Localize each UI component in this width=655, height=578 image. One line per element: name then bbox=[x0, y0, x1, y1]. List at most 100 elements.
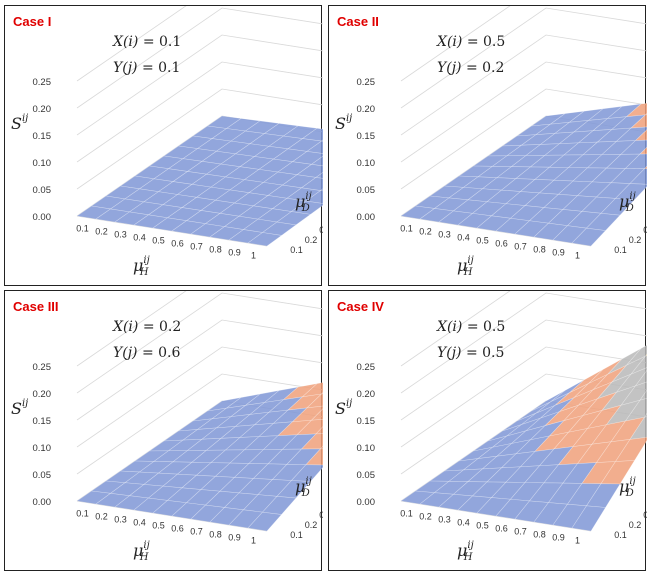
x-tick-label: 0.1 bbox=[400, 224, 413, 234]
panel-case-4: 0.00 0.05 0.10 0.15 0.20 0.25 0.1 0.2 0.3 0.4 0.5 0… bbox=[328, 290, 647, 571]
z-tick-label: 0.20 bbox=[357, 389, 376, 400]
param-y-symbol: Y(j) bbox=[113, 345, 138, 361]
surface-cell bbox=[639, 146, 647, 155]
y-ticks: 0.10.20.30.40.50.60.70.80.91 bbox=[290, 225, 323, 255]
x-axis-symbol: μ bbox=[457, 541, 468, 560]
grid-line bbox=[400, 34, 647, 136]
y-axis-superscript: ij bbox=[305, 476, 312, 487]
x-tick-label: 0.3 bbox=[114, 230, 127, 240]
param-x-value: = 0.5 bbox=[462, 319, 506, 335]
grid-line bbox=[400, 346, 647, 448]
surface-cell bbox=[630, 355, 647, 375]
x-tick-label: 0.9 bbox=[228, 248, 241, 258]
param-x-symbol: X(i) bbox=[437, 319, 463, 335]
surface-cell bbox=[614, 183, 647, 201]
param-y: Y(j) = 0.2 bbox=[437, 60, 504, 76]
surface-cell bbox=[634, 129, 647, 141]
x-tick-label: 1 bbox=[575, 536, 580, 546]
grid-line bbox=[400, 88, 647, 190]
y-axis-symbol: μ bbox=[619, 192, 630, 211]
grid-line bbox=[76, 319, 323, 421]
x-tick-label: 0.3 bbox=[114, 515, 127, 525]
x-tick-label: 0.4 bbox=[133, 518, 146, 528]
z-tick-label: 0.05 bbox=[357, 185, 376, 196]
param-x: X(i) = 0.5 bbox=[437, 319, 505, 335]
grid-line bbox=[400, 6, 511, 82]
x-ticks: 0.1 0.2 0.3 0.4 0.5 0.6 0.7 0.8 0.9 1 bbox=[400, 509, 580, 546]
z-axis-superscript: ij bbox=[345, 398, 353, 409]
grid-line bbox=[76, 292, 323, 394]
surface-cell bbox=[315, 172, 323, 179]
surface-cell bbox=[315, 426, 323, 435]
y-tick-label: 0.1 bbox=[290, 245, 303, 255]
x-tick-label: 0.5 bbox=[476, 236, 489, 246]
z-tick-label: 0.05 bbox=[33, 185, 52, 196]
surface-cell bbox=[643, 412, 647, 418]
z-tick-label: 0.25 bbox=[357, 362, 376, 373]
y-axis-label: μijD bbox=[295, 476, 312, 499]
y-axis-superscript: ij bbox=[629, 191, 636, 202]
x-tick-label: 0.5 bbox=[152, 236, 165, 246]
x-tick-label: 0.8 bbox=[533, 530, 546, 540]
param-y-value: = 0.5 bbox=[461, 345, 505, 361]
x-tick-label: 0.3 bbox=[438, 515, 451, 525]
param-x-value: = 0.1 bbox=[138, 34, 182, 50]
y-tick-label: 0.1 bbox=[614, 530, 627, 540]
param-y: Y(j) = 0.6 bbox=[113, 345, 180, 361]
x-tick-label: 0.5 bbox=[476, 521, 489, 531]
grid-line bbox=[400, 373, 647, 475]
x-axis-symbol: μ bbox=[133, 256, 144, 275]
z-ticks: 0.00 0.05 0.10 0.15 0.20 0.25 bbox=[357, 362, 376, 508]
x-tick-label: 1 bbox=[575, 251, 580, 261]
y-ticks: 0.10.20.30.40.50.60.70.80.91 bbox=[614, 510, 647, 540]
x-axis-label: μijH bbox=[457, 255, 474, 278]
param-y: Y(j) = 0.1 bbox=[113, 60, 180, 76]
param-y-symbol: Y(j) bbox=[437, 345, 462, 361]
x-tick-label: 0.7 bbox=[190, 527, 203, 537]
z-tick-label: 0.20 bbox=[33, 104, 52, 115]
x-axis-subscript: H bbox=[139, 552, 149, 563]
y-tick-label: 0.2 bbox=[629, 520, 642, 530]
y-tick-label: 0.3 bbox=[643, 225, 647, 235]
z-tick-label: 0.25 bbox=[33, 77, 52, 88]
param-x-value: = 0.5 bbox=[462, 34, 506, 50]
surface-cell bbox=[300, 433, 323, 450]
surface-cell bbox=[319, 188, 323, 192]
surface-cell bbox=[600, 460, 636, 485]
y-tick-label: 0.2 bbox=[305, 520, 318, 530]
x-axis-subscript: H bbox=[463, 267, 473, 278]
surface-cell bbox=[247, 232, 283, 247]
x-tick-label: 0.9 bbox=[228, 533, 241, 543]
surface-cell bbox=[626, 344, 647, 366]
grid-line bbox=[76, 61, 323, 163]
x-axis-superscript: ij bbox=[467, 540, 474, 551]
z-tick-label: 0.20 bbox=[33, 389, 52, 400]
surface-chart: 0.000.050.100.150.200.250.1 0.2 0.3 0.4 0.5 0… bbox=[33, 291, 323, 546]
surface-cell bbox=[645, 353, 647, 357]
surface-cell bbox=[290, 464, 323, 482]
param-y-value: = 0.6 bbox=[137, 345, 181, 361]
z-tick-label: 0.20 bbox=[357, 104, 376, 115]
param-x: X(i) = 0.2 bbox=[113, 319, 181, 335]
z-axis-symbol: S bbox=[11, 114, 22, 133]
param-y-value: = 0.1 bbox=[137, 60, 181, 76]
x-tick-label: 0.8 bbox=[209, 530, 222, 540]
y-tick-label: 0.1 bbox=[290, 530, 303, 540]
surface-cell bbox=[310, 408, 323, 421]
y-axis-label: μijD bbox=[619, 476, 636, 499]
x-tick-label: 0.7 bbox=[514, 242, 527, 252]
y-axis-label: μijD bbox=[619, 191, 636, 214]
z-tick-label: 0.00 bbox=[33, 497, 52, 508]
param-x: X(i) = 0.1 bbox=[113, 34, 181, 50]
param-x-value: = 0.2 bbox=[138, 319, 182, 335]
z-tick-label: 0.00 bbox=[33, 212, 52, 223]
z-tick-label: 0.25 bbox=[357, 77, 376, 88]
surface-chart: 0.000.050.100.150.200.250.1 0.2 0.3 0.4 0.5 0… bbox=[357, 6, 647, 261]
x-axis-superscript: ij bbox=[143, 540, 150, 551]
case-label: Case I bbox=[13, 14, 52, 29]
panel-case-1: 0.00 0.05 0.10 0.15 0.20 0.25 0.1 0.2 0.3 0.4 0.5 0… bbox=[4, 5, 323, 286]
surface-cell bbox=[624, 398, 647, 422]
grid-line bbox=[400, 291, 511, 367]
x-tick-label: 0.6 bbox=[495, 524, 508, 534]
x-tick-label: 0.6 bbox=[171, 239, 184, 249]
